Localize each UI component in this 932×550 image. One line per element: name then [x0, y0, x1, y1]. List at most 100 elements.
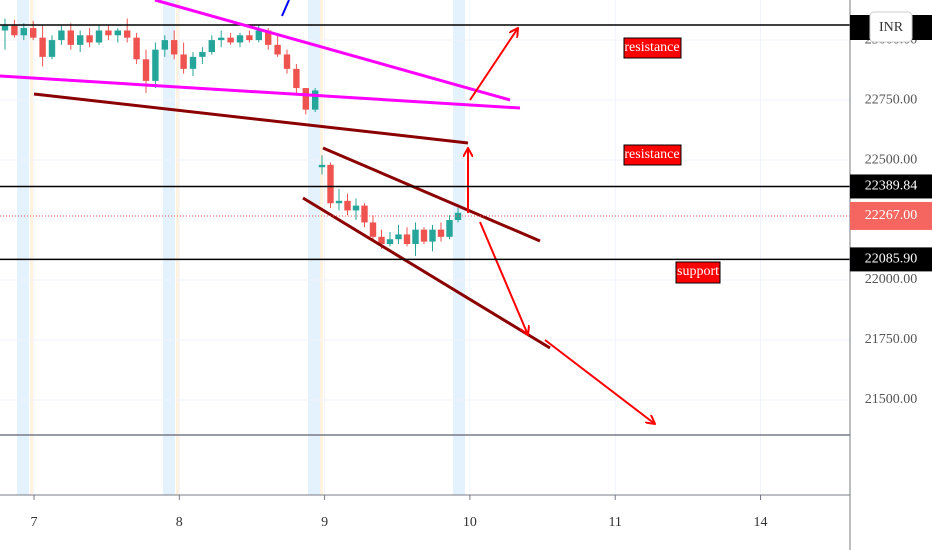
x-tick-label: 8 [176, 515, 183, 530]
annotation-box [623, 37, 682, 59]
trend-line [0, 74, 521, 110]
annotation-box [623, 144, 682, 166]
session-band [17, 0, 29, 495]
x-tick-label: 11 [608, 515, 621, 530]
session-shading [17, 0, 465, 495]
y-tick-label: 22500.00 [865, 152, 918, 167]
x-tick-label: 10 [463, 515, 477, 530]
grid [0, 0, 850, 495]
session-band [308, 0, 320, 495]
candle-body [1, 25, 9, 31]
candle-body [293, 68, 300, 89]
candle-body [369, 222, 377, 237]
candle-body [11, 25, 18, 36]
candle-body [142, 59, 150, 81]
x-tick-label: 7 [31, 515, 38, 530]
level-label: 22085.90 [865, 252, 918, 267]
session-band [320, 0, 323, 495]
arrow [544, 339, 655, 424]
y-tick-label: 21500.00 [865, 392, 918, 407]
y-tick-label: 22750.00 [865, 92, 918, 107]
annotation-box [675, 261, 721, 284]
trend-line [322, 146, 541, 243]
candle-body [386, 239, 394, 245]
candle-body [344, 200, 351, 211]
session-band [453, 0, 465, 495]
candle-body [378, 236, 385, 245]
y-tick-label: 22000.00 [865, 272, 918, 287]
candle-body [133, 37, 140, 60]
candle-body [274, 44, 281, 55]
session-band [30, 0, 33, 495]
candle-body [48, 40, 56, 57]
candle-body [218, 37, 225, 41]
candle-body [105, 30, 112, 36]
candle-body [227, 37, 234, 43]
y-tick-label: 21750.00 [865, 332, 918, 347]
levels [0, 185, 850, 261]
currency-box [869, 11, 913, 43]
candles [1, 18, 462, 257]
candle-body [420, 229, 428, 242]
arrow [469, 28, 518, 101]
candle-body [208, 40, 215, 53]
candle-body [189, 56, 197, 69]
candle-body [437, 229, 445, 237]
candle-body [361, 205, 368, 223]
candle-body [403, 234, 411, 245]
level-label-box [850, 247, 932, 272]
candle-body [318, 164, 326, 168]
candle-body [255, 30, 262, 41]
candle-body [67, 30, 74, 45]
drawings [0, 0, 655, 424]
candle-body [20, 28, 27, 36]
candle-body [114, 30, 121, 36]
candle-body [30, 28, 37, 38]
candle-body [86, 35, 93, 43]
last-price-label: 22267.00 [865, 208, 918, 223]
annotation: support [677, 264, 719, 279]
candle-body [265, 30, 272, 45]
candle-body [171, 40, 178, 55]
candle-body [180, 54, 187, 69]
candle-body [152, 49, 159, 81]
candle-body [95, 30, 103, 43]
candle-body [412, 229, 419, 245]
level-label: 22389.84 [865, 179, 918, 194]
x-tick-label: 14 [754, 515, 768, 530]
arrow [479, 221, 528, 335]
candle-body [39, 37, 46, 57]
trend-line [33, 92, 469, 145]
trend-line [281, 0, 290, 17]
candle-body [236, 35, 244, 43]
annotation: resistance [624, 147, 679, 162]
candle-body [77, 35, 84, 45]
candle-body [246, 35, 253, 41]
candle-body [312, 90, 319, 110]
candle-body [124, 30, 131, 38]
currency: INR [879, 20, 904, 35]
candle-body [283, 54, 291, 69]
candle-body [395, 234, 402, 240]
candle-body [352, 205, 360, 211]
candle-body [302, 88, 309, 110]
last-price-box [850, 201, 932, 230]
candle-body [429, 229, 436, 242]
annotation: resistance [624, 40, 679, 55]
trend-line [302, 196, 551, 350]
level-label-box [850, 174, 932, 199]
candle-body [199, 52, 206, 57]
candle-body [335, 200, 343, 204]
x-tick-label: 9 [321, 515, 328, 530]
trend-line [154, 0, 511, 102]
candle-body [327, 164, 334, 204]
session-band [163, 0, 175, 495]
candle-body [446, 220, 453, 237]
annotations: resistance resistance support [623, 37, 721, 284]
candle-body [58, 30, 65, 41]
candle-body [161, 40, 168, 50]
candle-body [454, 212, 462, 221]
session-band [176, 0, 179, 495]
